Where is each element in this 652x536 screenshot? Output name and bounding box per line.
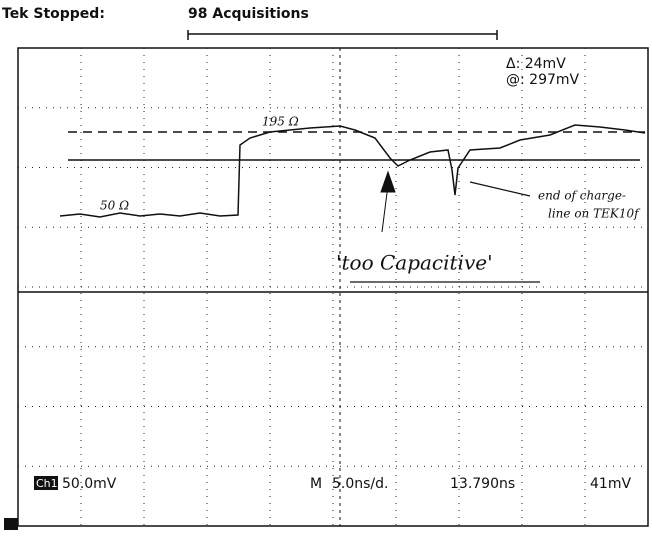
mode: M [310, 476, 322, 492]
annotation: end of charge- [538, 189, 626, 203]
trigger: 41mV [590, 476, 631, 492]
acquisitions: 98 Acquisitions [188, 6, 309, 22]
volts-per-div: 50.0mV [62, 476, 117, 492]
channel: Ch1 [36, 477, 58, 490]
arrow [381, 172, 395, 232]
delta-readout: Δ: 24mV [506, 56, 566, 72]
annotation: 50 Ω [100, 199, 129, 213]
cursor-bracket [188, 30, 497, 40]
annotation: 195 Ω [262, 115, 299, 129]
annotation: 'too Capacitive' [336, 251, 493, 275]
time-per-div: 5.0ns/d. [332, 476, 389, 492]
ground-marker [4, 518, 18, 530]
at-readout: @: 297mV [506, 72, 580, 88]
page: Tek Stopped: 98 Acquisitions Δ: 24mV @: … [0, 0, 652, 536]
annotation: line on TEK10f [548, 207, 641, 221]
scope-screen: Tek Stopped: 98 Acquisitions Δ: 24mV @: … [0, 0, 652, 536]
waveform [60, 125, 645, 217]
position: 13.790ns [450, 476, 515, 492]
grid [18, 48, 648, 526]
status: Tek Stopped: [2, 6, 105, 22]
arrow [470, 182, 530, 196]
